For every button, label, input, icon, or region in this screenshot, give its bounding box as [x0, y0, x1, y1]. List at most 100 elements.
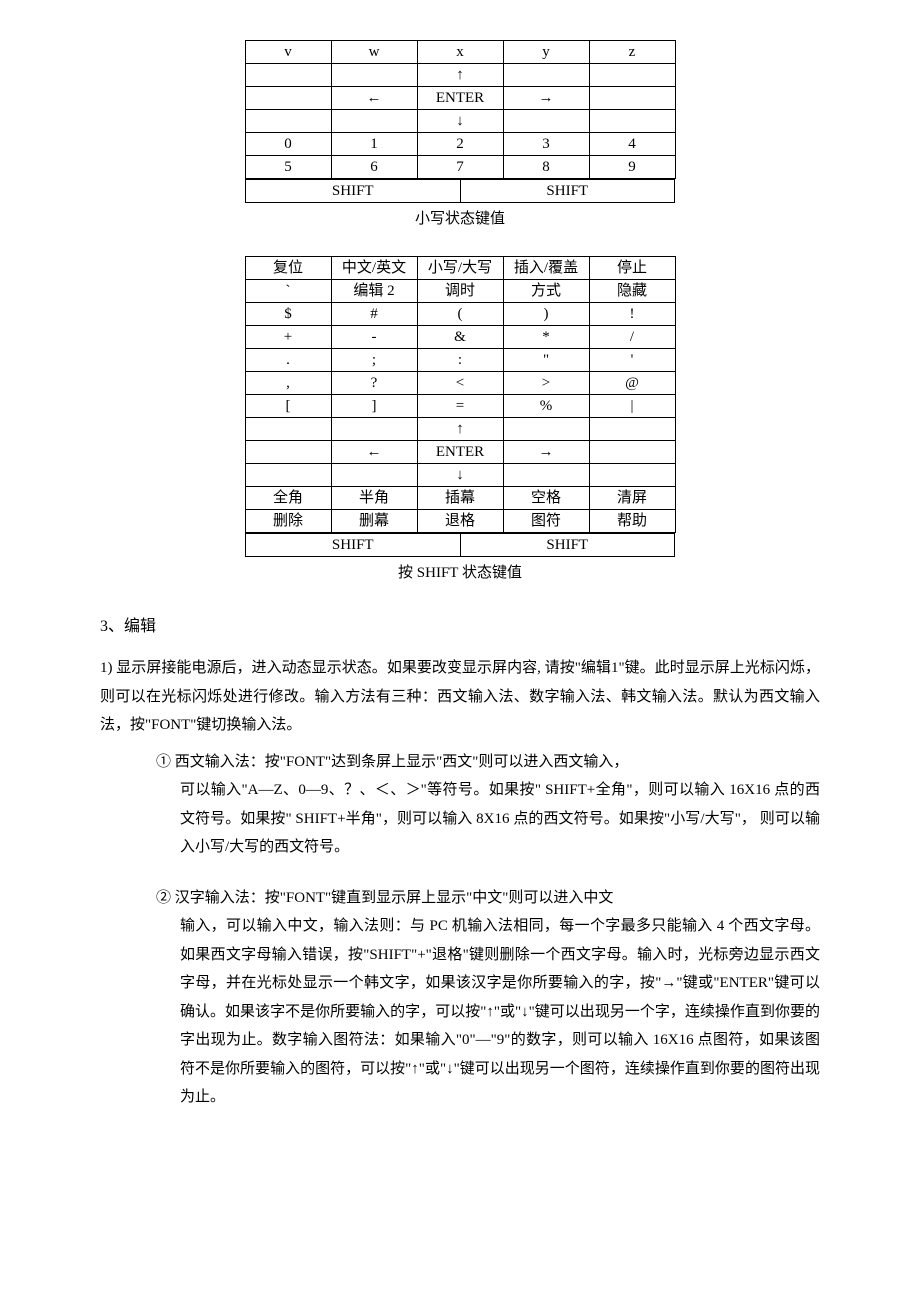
- table-cell: ENTER: [417, 87, 503, 110]
- table-cell: 3: [503, 133, 589, 156]
- table-cell: ,: [245, 372, 331, 395]
- table-cell: +: [245, 326, 331, 349]
- table-cell: 8: [503, 156, 589, 179]
- table-cell: v: [245, 41, 331, 64]
- table-cell: [589, 464, 675, 487]
- table-cell: 隐藏: [589, 280, 675, 303]
- table-cell: ←: [331, 441, 417, 464]
- lowercase-keymap-table: vwxyz↑←ENTER→↓0123456789SHIFTSHIFT: [100, 40, 820, 203]
- table-cell: =: [417, 395, 503, 418]
- table-cell: 删幕: [331, 510, 417, 533]
- table-cell: ↓: [417, 464, 503, 487]
- table1-caption: 小写状态键值: [100, 207, 820, 228]
- table-cell: ;: [331, 349, 417, 372]
- table-cell: [503, 418, 589, 441]
- table-cell: 调时: [417, 280, 503, 303]
- table-cell: #: [331, 303, 417, 326]
- table-cell: [589, 110, 675, 133]
- table-cell: ↑: [417, 64, 503, 87]
- table-cell: SHIFTSHIFT: [245, 179, 675, 204]
- table-cell: SHIFT: [246, 180, 461, 203]
- list-item-body: 可以输入"A—Z、0—9、？、＜、＞"等符号。如果按" SHIFT+全角"，则可…: [156, 776, 820, 862]
- table-cell: `: [245, 280, 331, 303]
- table-cell: *: [503, 326, 589, 349]
- table-cell: [331, 418, 417, 441]
- table-cell: |: [589, 395, 675, 418]
- table-cell: 清屏: [589, 487, 675, 510]
- table-cell: ↑: [417, 418, 503, 441]
- table-cell: 停止: [589, 257, 675, 280]
- table-cell: 全角: [245, 487, 331, 510]
- table-cell: [503, 110, 589, 133]
- table-cell: 方式: [503, 280, 589, 303]
- table-cell: 7: [417, 156, 503, 179]
- table-cell: [245, 464, 331, 487]
- table-cell: [245, 441, 331, 464]
- table-cell: [589, 87, 675, 110]
- table-cell: [245, 418, 331, 441]
- table-cell: x: [417, 41, 503, 64]
- table-cell: 5: [245, 156, 331, 179]
- list-item-first-line: ② 汉字输入法：按"FONT"键直到显示屏上显示"中文"则可以进入中文: [156, 884, 820, 913]
- table-cell: [589, 418, 675, 441]
- table-cell: ": [503, 349, 589, 372]
- table-cell: SHIFTSHIFT: [245, 533, 675, 558]
- table-cell: →: [503, 441, 589, 464]
- table-cell: !: [589, 303, 675, 326]
- table-cell: (: [417, 303, 503, 326]
- table-cell: <: [417, 372, 503, 395]
- table-cell: →: [503, 87, 589, 110]
- table-cell: 中文/英文: [331, 257, 417, 280]
- table-cell: [331, 64, 417, 87]
- table2-caption: 按 SHIFT 状态键值: [100, 561, 820, 582]
- table-cell: 6: [331, 156, 417, 179]
- table-cell: 1: [331, 133, 417, 156]
- table-cell: &: [417, 326, 503, 349]
- table-cell: ENTER: [417, 441, 503, 464]
- list-item-number: ②: [156, 890, 175, 906]
- table-cell: [245, 110, 331, 133]
- table-cell: [503, 464, 589, 487]
- table-cell: ?: [331, 372, 417, 395]
- table-cell: 插入/覆盖: [503, 257, 589, 280]
- table-cell: [245, 64, 331, 87]
- table-cell: 退格: [417, 510, 503, 533]
- list-item-body: 输入，可以输入中文，输入法则：与 PC 机输入法相同，每一个字最多只能输入 4 …: [156, 912, 820, 1112]
- table-cell: 半角: [331, 487, 417, 510]
- table-cell: SHIFT: [460, 180, 675, 203]
- table-cell: 2: [417, 133, 503, 156]
- table-cell: [503, 64, 589, 87]
- table-cell: z: [589, 41, 675, 64]
- table-cell: 插幕: [417, 487, 503, 510]
- section-title: 3、编辑: [100, 612, 820, 636]
- table-cell: -: [331, 326, 417, 349]
- table-cell: 空格: [503, 487, 589, 510]
- list-item-first-line: ① 西文输入法：按"FONT"达到条屏上显示"西文"则可以进入西文输入，: [156, 748, 820, 777]
- table-cell: 删除: [245, 510, 331, 533]
- table-cell: SHIFT: [460, 534, 675, 557]
- table-cell: SHIFT: [246, 534, 461, 557]
- table-cell: ]: [331, 395, 417, 418]
- table-cell: y: [503, 41, 589, 64]
- table-cell: .: [245, 349, 331, 372]
- table-cell: /: [589, 326, 675, 349]
- table-cell: 复位: [245, 257, 331, 280]
- table-cell: 帮助: [589, 510, 675, 533]
- list-item-number: ①: [156, 754, 175, 770]
- table-cell: @: [589, 372, 675, 395]
- table-cell: 0: [245, 133, 331, 156]
- table-cell: ): [503, 303, 589, 326]
- table-cell: :: [417, 349, 503, 372]
- table-cell: 图符: [503, 510, 589, 533]
- table-cell: ←: [331, 87, 417, 110]
- table-cell: 9: [589, 156, 675, 179]
- table-cell: 小写/大写: [417, 257, 503, 280]
- list-item: ② 汉字输入法：按"FONT"键直到显示屏上显示"中文"则可以进入中文输入，可以…: [100, 884, 820, 1112]
- shift-keymap-table: 复位中文/英文小写/大写插入/覆盖停止`编辑 2调时方式隐藏$#()!+-&*/…: [100, 256, 820, 557]
- table-cell: [: [245, 395, 331, 418]
- list-item: ① 西文输入法：按"FONT"达到条屏上显示"西文"则可以进入西文输入，可以输入…: [100, 748, 820, 862]
- table-cell: $: [245, 303, 331, 326]
- section-items: ① 西文输入法：按"FONT"达到条屏上显示"西文"则可以进入西文输入，可以输入…: [100, 748, 820, 1112]
- table-cell: ': [589, 349, 675, 372]
- table-cell: [245, 87, 331, 110]
